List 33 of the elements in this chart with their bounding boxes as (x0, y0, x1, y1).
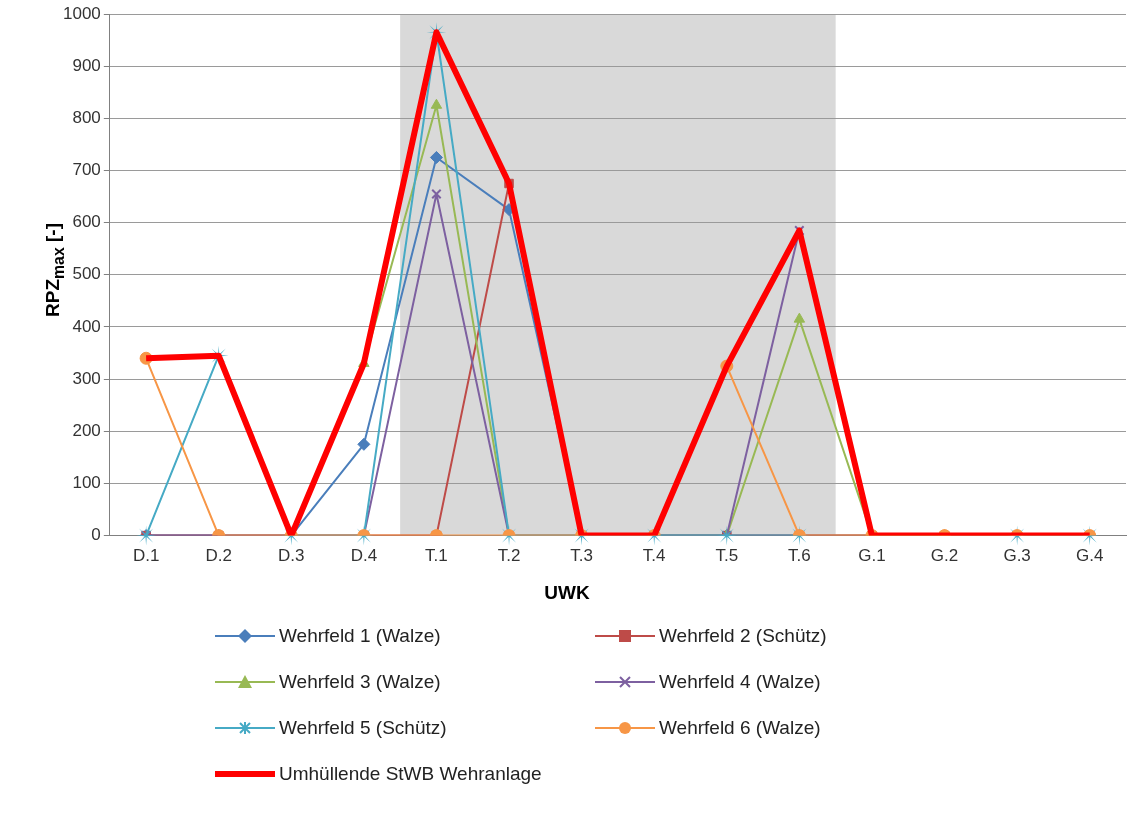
x-tick-label: T.4 (642, 546, 666, 566)
legend-label: Wehrfeld 2 (Schütz) (659, 625, 827, 647)
x-tick-label: T.5 (715, 546, 739, 566)
y-tick-label: 500 (72, 264, 101, 284)
x-tick-label: G.3 (1003, 546, 1031, 566)
y-tick-label: 100 (72, 473, 101, 493)
legend-label: Wehrfeld 4 (Walze) (659, 671, 821, 693)
y-tick-label: 300 (72, 368, 101, 388)
x-tick-label: G.1 (858, 546, 886, 566)
legend-label: Wehrfeld 3 (Walze) (279, 671, 441, 693)
x-tick-label: T.3 (570, 546, 593, 566)
y-tick-label: 700 (72, 160, 101, 180)
x-tick-label: T.1 (425, 546, 448, 566)
legend-label: Wehrfeld 5 (Schütz) (279, 717, 447, 739)
y-tick-label: 900 (72, 55, 101, 75)
y-tick-label: 200 (72, 420, 101, 440)
x-tick-label: T.6 (788, 546, 811, 566)
x-tick-label: D.4 (350, 546, 378, 566)
y-tick-label: 1000 (62, 3, 101, 23)
x-tick-label: D.3 (278, 546, 305, 566)
x-tick-label: D.2 (205, 546, 232, 566)
x-axis-title: UWK (543, 582, 591, 604)
x-tick-label: G.2 (930, 546, 959, 566)
legend-label: Umhüllende StWB Wehranlage (279, 763, 542, 785)
legend-label: Wehrfeld 1 (Walze) (279, 625, 441, 647)
x-tick-label: T.2 (497, 546, 521, 566)
y-tick-label: 400 (72, 316, 101, 336)
y-tick-label: 0 (91, 525, 101, 545)
x-tick-label: D.1 (132, 546, 160, 566)
y-tick-label: 600 (72, 212, 101, 232)
x-tick-label: G.4 (1076, 546, 1104, 566)
y-tick-label: 800 (72, 108, 101, 128)
legend-label: Wehrfeld 6 (Walze) (659, 717, 821, 739)
